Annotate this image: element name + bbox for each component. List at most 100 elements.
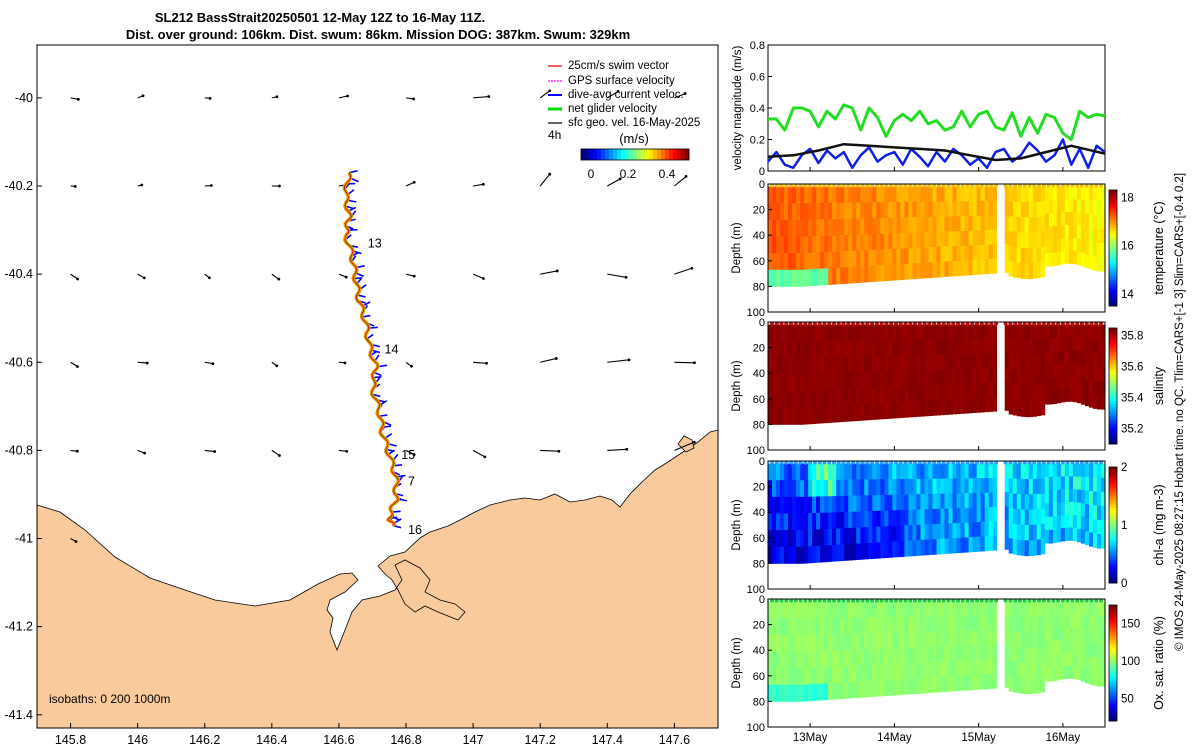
section-cell [780,668,785,686]
section-cell [788,634,793,652]
map-axes-box [36,44,719,729]
section-colorbar-segment [1109,297,1117,301]
map-x-tick-label: 147.2 [525,733,556,747]
section-cell [780,391,785,409]
section-cell [900,648,905,664]
section-cell [804,269,809,287]
section-colorbar-segment [1109,371,1117,375]
colorbar-segment [617,149,622,160]
section-cell [936,646,941,663]
section-cell [908,647,913,664]
section-cell [1084,642,1090,657]
section-cell [988,324,994,340]
section-cell [792,634,797,652]
section-cell [784,546,789,564]
section-cell [952,631,957,647]
section-cell [1028,355,1034,372]
section-cell [928,677,933,693]
section-cell [904,324,909,341]
section-cell [1064,375,1070,390]
section-cell [928,262,933,278]
section-cell [816,618,821,635]
section-cell [1084,200,1090,215]
section-cell [964,601,969,617]
section-cell [796,203,801,221]
section-cell [968,339,974,355]
geo-velocity-arrowhead [207,276,211,280]
section-cell [824,650,829,668]
section-cell [932,201,937,218]
section-cell [892,601,897,618]
section-cell [920,478,925,495]
section-cell [1036,647,1042,663]
section-cell [820,219,825,237]
section-cell [892,617,897,634]
section-cell [928,324,933,341]
section-cell [980,397,986,413]
section-cell [920,385,925,402]
section-cell [964,645,969,661]
section-cell [912,247,917,264]
section-cell [988,258,994,274]
colorbar-segment [641,149,646,160]
section-y-tick-label: 20 [753,343,765,355]
geo-velocity-arrow [271,449,280,456]
section-cell [796,601,801,619]
section-cell [880,387,885,404]
section-cell [900,479,905,495]
section-cell [856,372,861,389]
section-cell [908,324,913,341]
colorbar-segment [661,149,666,160]
section-colorbar-segment [1109,493,1117,497]
section-cell [920,601,925,618]
section-cell [1060,251,1066,265]
section-cell [772,407,777,425]
section-cell [1084,531,1090,546]
section-cell [964,186,969,202]
section-colorbar-segment [1109,328,1117,332]
section-colorbar-segment [1109,501,1117,506]
section-cell [1072,463,1078,477]
section-colorbar-segment [1109,683,1117,687]
section-cell [872,495,877,512]
section-cell [972,616,978,632]
section-cell [880,664,885,681]
section-cell [1024,524,1030,541]
section-cell [1092,200,1098,215]
section-cell [920,339,925,356]
section-cell [1084,227,1090,242]
section-cell [812,651,817,668]
geo-velocity-arrow [674,267,693,275]
section-cell [1100,477,1106,493]
section-cell [1068,388,1074,402]
section-cell [820,496,825,514]
section-colorbar-segment [1109,568,1117,572]
section-cell [960,230,965,247]
section-cell [892,541,897,558]
section-cell [956,260,961,277]
section-cell [800,513,805,531]
section-cell [1020,524,1026,541]
section-colorbar-tick-label: 35.8 [1121,331,1143,343]
track-day-label: 14 [385,342,399,356]
section-cell [940,231,945,248]
section-cell [772,391,777,409]
section-cell [1004,463,1010,479]
map-x-tick-label: 146.4 [256,733,287,747]
section-cell [1004,535,1010,550]
section-cell [840,235,845,252]
section-cell [864,463,869,480]
section-cell [1044,213,1050,227]
section-cell [984,521,990,537]
geo-velocity-arrowhead [412,453,416,456]
section-colorbar-tick-label: 1 [1121,520,1127,532]
section-colorbar-segment [1109,412,1117,416]
time-axis-tick-label: 14May [877,732,912,744]
section-colorbar-segment [1109,210,1117,214]
section-cell [968,463,974,479]
section-cell [1044,239,1050,254]
section-cell [932,616,937,633]
section-cell [1028,339,1034,356]
section-cell [1072,350,1078,364]
geo-velocity-arrowhead [684,174,688,178]
